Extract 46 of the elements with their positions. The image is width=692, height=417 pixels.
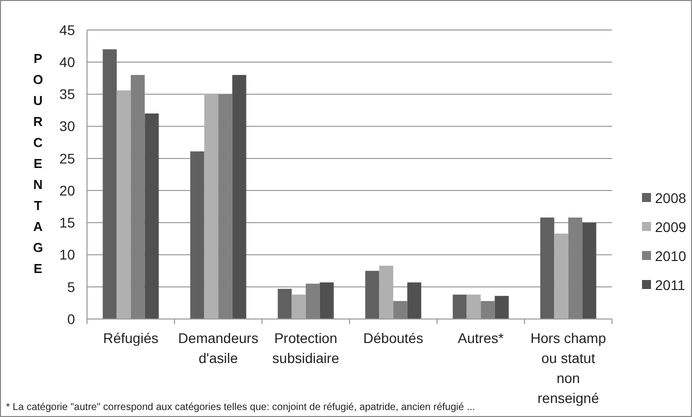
text: POURCENTAGE: [32, 51, 44, 276]
bar: [232, 74, 246, 319]
y-tick-label: 5: [67, 278, 76, 295]
y-tick-label: 10: [59, 246, 76, 263]
y-tick-label: 25: [59, 150, 76, 166]
text: * La catégorie "autre" correspond aux catégories telles que: conjoint de réfugié, apatride, ancien réfugié ...: [6, 402, 476, 413]
bar: [292, 294, 306, 319]
bar: [306, 284, 320, 319]
bar: [204, 94, 218, 319]
bar: [320, 282, 334, 319]
y-tick-label: 15: [59, 214, 76, 231]
bar: [407, 282, 422, 319]
bar: [554, 234, 568, 319]
bar: [102, 49, 117, 319]
x-tick-label: Réfugiés: [103, 330, 158, 346]
bar: [393, 301, 408, 319]
bar: [190, 151, 204, 319]
bar: [218, 94, 232, 319]
y-tick-label: 30: [59, 118, 76, 134]
bar: [130, 74, 145, 319]
y-tick-label: 0: [67, 310, 76, 327]
bar: [568, 218, 582, 319]
bar: [494, 296, 509, 319]
bar: [116, 90, 131, 319]
legend-label: 2009: [655, 218, 686, 235]
bar: [540, 218, 554, 319]
x-tick-label: Autres*: [458, 330, 504, 346]
x-tick-label: Hors champ ou statut non renseigné: [530, 330, 606, 406]
bar: [278, 288, 292, 319]
bar: [480, 301, 495, 319]
x-tick-label: Déboutés: [363, 330, 424, 346]
bar: [144, 113, 159, 319]
bar: [379, 266, 394, 319]
legend-label: 2008: [655, 190, 686, 206]
x-tick-label: Demandeurs d'asile: [178, 330, 258, 366]
bar: [466, 294, 481, 319]
bar: [365, 270, 380, 319]
legend-label: 2010: [655, 248, 686, 264]
y-tick-label: 20: [59, 182, 76, 198]
y-tick-label: 40: [59, 54, 76, 70]
x-tick-label: Protection subsidiaire: [272, 330, 340, 366]
legend-label: 2011: [655, 276, 686, 293]
y-tick-label: 35: [59, 86, 76, 102]
bar: [452, 294, 467, 319]
y-tick-label: 45: [59, 22, 76, 38]
bar: [582, 222, 596, 319]
